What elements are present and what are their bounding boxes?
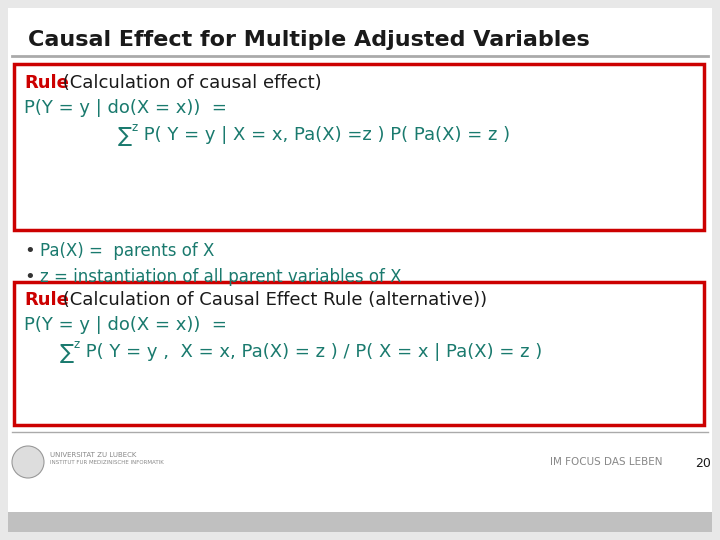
Text: z: z [73, 338, 79, 351]
Text: Rule: Rule [24, 74, 69, 92]
FancyBboxPatch shape [14, 282, 704, 425]
Text: •: • [24, 242, 35, 260]
Text: z = instantiation of all parent variables of X: z = instantiation of all parent variable… [40, 268, 402, 286]
Text: P( Y = y ,  X = x, Pa(X) = z ) / P( X = x | Pa(X) = z ): P( Y = y , X = x, Pa(X) = z ) / P( X = x… [80, 343, 542, 361]
Text: ∑: ∑ [60, 343, 74, 363]
Text: IM FOCUS DAS LEBEN: IM FOCUS DAS LEBEN [550, 457, 662, 467]
Text: •: • [24, 268, 35, 286]
Text: P(Y = y | do(X = x))  =: P(Y = y | do(X = x)) = [24, 316, 227, 334]
Text: UNIVERSITAT ZU LUBECK: UNIVERSITAT ZU LUBECK [50, 452, 136, 458]
Text: Causal Effect for Multiple Adjusted Variables: Causal Effect for Multiple Adjusted Vari… [28, 30, 590, 50]
Circle shape [12, 446, 44, 478]
FancyBboxPatch shape [8, 512, 712, 532]
FancyBboxPatch shape [14, 64, 704, 230]
Text: P(Y = y | do(X = x))  =: P(Y = y | do(X = x)) = [24, 99, 227, 117]
Text: (Calculation of causal effect): (Calculation of causal effect) [57, 74, 322, 92]
Text: INSTITUT FUR MEDIZINISCHE INFORMATIK: INSTITUT FUR MEDIZINISCHE INFORMATIK [50, 460, 163, 465]
FancyBboxPatch shape [8, 8, 712, 532]
Text: P( Y = y | X = x, Pa(X) =z ) P( Pa(X) = z ): P( Y = y | X = x, Pa(X) =z ) P( Pa(X) = … [138, 126, 510, 144]
Text: Pa(X) =  parents of X: Pa(X) = parents of X [40, 242, 215, 260]
Text: ∑: ∑ [118, 126, 132, 146]
Text: z: z [131, 121, 138, 134]
Text: (Calculation of Causal Effect Rule (alternative)): (Calculation of Causal Effect Rule (alte… [57, 291, 487, 309]
Text: 20: 20 [695, 457, 711, 470]
Text: Rule: Rule [24, 291, 69, 309]
